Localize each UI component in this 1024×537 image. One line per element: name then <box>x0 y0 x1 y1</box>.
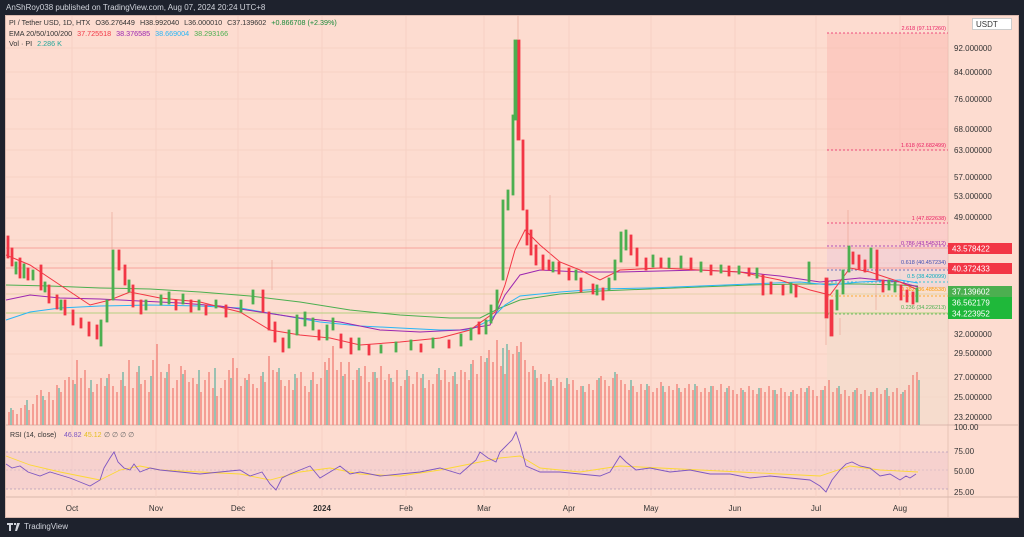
tradingview-logo[interactable]: TradingView <box>7 522 68 531</box>
price-tags: 43.578422 40.372433 37.139602 36.562179 … <box>948 243 1012 319</box>
fib-label: 0.382 (36.485538) <box>901 287 946 293</box>
rsi-ma-line <box>5 455 919 481</box>
time-axis[interactable]: Oct Nov Dec 2024 Feb Mar Apr May Jun Jul… <box>66 504 907 513</box>
footer-bar <box>0 518 1024 537</box>
ema100-value: 38.669004 <box>155 28 190 38</box>
ema20-line <box>5 229 919 346</box>
rsi-axis: 100.00 75.00 50.00 25.00 <box>954 423 979 497</box>
svg-text:53.000000: 53.000000 <box>954 192 992 201</box>
svg-text:Feb: Feb <box>399 504 413 513</box>
fib-label: 1.618 (62.682499) <box>901 143 946 149</box>
ema20-value: 37.725518 <box>77 28 112 38</box>
svg-text:Jun: Jun <box>729 504 742 513</box>
publish-info: AnShRoy038 published on TradingView.com,… <box>0 0 1024 15</box>
close-value: C37.139602 <box>227 18 267 27</box>
current-price-tag: 37.139602 <box>952 288 990 297</box>
fib-label: 0.5 (38.420099) <box>907 274 946 280</box>
svg-text:50.00: 50.00 <box>954 467 975 476</box>
svg-text:46.82: 46.82 <box>64 432 82 439</box>
svg-text:∅ ∅ ∅ ∅: ∅ ∅ ∅ ∅ <box>104 432 134 439</box>
brand-name: TradingView <box>24 522 69 531</box>
price-tag: 36.562179 <box>952 299 990 308</box>
candlesticks[interactable] <box>6 16 919 356</box>
svg-text:Nov: Nov <box>149 504 163 513</box>
svg-text:Oct: Oct <box>66 504 79 513</box>
price-axis[interactable]: 92.000000 84.000000 76.000000 68.000000 … <box>954 44 992 422</box>
svg-text:Mar: Mar <box>477 504 491 513</box>
svg-text:Apr: Apr <box>563 504 576 513</box>
svg-text:Dec: Dec <box>231 504 245 513</box>
svg-text:Jul: Jul <box>811 504 821 513</box>
svg-text:RSI (14, close): RSI (14, close) <box>10 432 56 439</box>
tradingview-icon <box>7 522 20 531</box>
svg-text:92.000000: 92.000000 <box>954 44 992 53</box>
svg-text:25.00: 25.00 <box>954 488 975 497</box>
svg-text:84.000000: 84.000000 <box>954 68 992 77</box>
ema100-line <box>5 279 919 331</box>
ema-row[interactable]: EMA 20/50/100/200 37.725518 38.376585 38… <box>9 29 340 40</box>
ema200-line <box>5 283 919 319</box>
horizontal-levels[interactable] <box>6 247 948 314</box>
svg-text:27.000000: 27.000000 <box>954 373 992 382</box>
ema50-value: 38.376585 <box>116 28 151 38</box>
svg-text:2024: 2024 <box>313 504 331 513</box>
price-tag: 34.223952 <box>952 310 990 319</box>
price-tag: 43.578422 <box>952 245 990 254</box>
ema50-line <box>5 269 919 333</box>
open-value: O36.276449 <box>95 18 135 27</box>
change-value: +0.866708 (+2.39%) <box>271 18 337 27</box>
svg-text:Aug: Aug <box>893 504 907 513</box>
svg-text:76.000000: 76.000000 <box>954 95 992 104</box>
svg-text:32.000000: 32.000000 <box>954 330 992 339</box>
svg-text:May: May <box>643 504 658 513</box>
svg-text:57.000000: 57.000000 <box>954 173 992 182</box>
chart-legend: PI / Tether USD, 1D, HTX O36.276449 H38.… <box>9 18 340 50</box>
rsi-line <box>5 430 917 493</box>
fib-retracement[interactable] <box>827 32 948 424</box>
high-value: H38.992040 <box>139 18 180 27</box>
low-value: L36.000010 <box>184 18 223 27</box>
symbol-label[interactable]: PI / Tether USD, 1D, HTX <box>9 18 91 27</box>
fib-label: 0.236 (34.226213) <box>901 305 946 311</box>
svg-text:63.000000: 63.000000 <box>954 146 992 155</box>
svg-text:100.00: 100.00 <box>954 423 979 432</box>
volume-value: 2.286 K <box>37 39 62 48</box>
currency-selector[interactable]: USDT <box>972 18 1012 30</box>
volume-bars <box>8 340 920 425</box>
volume-label: Vol · PI <box>9 39 33 48</box>
svg-text:49.000000: 49.000000 <box>954 213 992 222</box>
rsi-legend: RSI (14, close) 46.82 45.12 ∅ ∅ ∅ ∅ <box>10 432 134 439</box>
ema200-value: 38.293166 <box>194 28 229 38</box>
volume-row[interactable]: Vol · PI 2.286 K <box>9 39 340 50</box>
svg-text:45.12: 45.12 <box>84 432 102 439</box>
ema-label: EMA 20/50/100/200 <box>9 28 73 38</box>
rsi-pane[interactable]: 100.00 75.00 50.00 25.00 RSI (14, close)… <box>5 423 979 497</box>
ema-lines[interactable] <box>5 229 919 346</box>
svg-text:68.000000: 68.000000 <box>954 125 992 134</box>
svg-text:25.000000: 25.000000 <box>954 393 992 402</box>
svg-text:23.200000: 23.200000 <box>954 413 992 422</box>
svg-text:29.500000: 29.500000 <box>954 349 992 358</box>
fib-labels: 2.618 (97.117260) 1.618 (62.682499) 1 (4… <box>901 26 946 311</box>
fib-label: 2.618 (97.117260) <box>901 26 946 32</box>
price-tag: 40.372433 <box>952 265 990 274</box>
fib-label: 0.786 (43.545312) <box>901 241 946 247</box>
svg-text:75.00: 75.00 <box>954 447 975 456</box>
fib-label: 1 (47.822638) <box>912 216 946 222</box>
ohlc-row: PI / Tether USD, 1D, HTX O36.276449 H38.… <box>9 18 340 29</box>
fib-label: 0.618 (40.457234) <box>901 260 946 266</box>
